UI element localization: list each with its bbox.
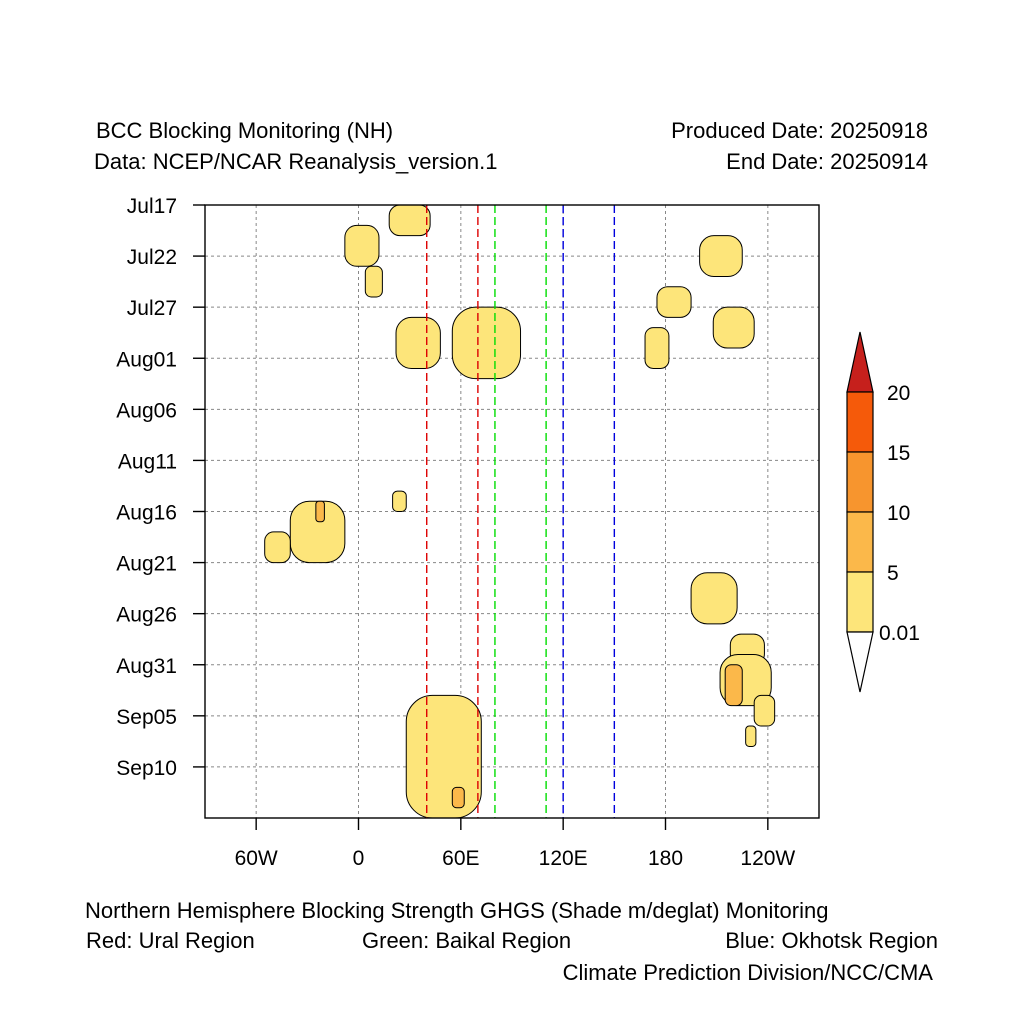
data-source-label: Data: NCEP/NCAR Reanalysis_version.1	[94, 149, 498, 174]
blocking-event	[405, 694, 482, 819]
blocking-event	[395, 316, 441, 369]
blocking-event	[344, 224, 380, 267]
colorbar-label: 5	[887, 562, 899, 585]
x-tick-label: 120E	[539, 847, 588, 870]
y-tick-label: Aug26	[116, 604, 177, 627]
colorbar: 0.01 5 10 15 20	[846, 331, 920, 693]
chart-title: BCC Blocking Monitoring (NH)	[96, 118, 394, 143]
x-tick-label: 180	[648, 847, 683, 870]
legend-red-region: Red: Ural Region	[86, 928, 255, 953]
blocking-event	[753, 694, 776, 727]
legend-green-region: Green: Baikal Region	[362, 928, 572, 953]
blocking-event	[745, 725, 757, 747]
colorbar-label: 10	[887, 502, 910, 525]
produced-date-label: Produced Date: 20250918	[671, 118, 928, 143]
blocking-event	[644, 327, 670, 369]
x-tick-label: 0	[353, 847, 365, 870]
colorbar-label: 0.01	[879, 622, 920, 645]
y-tick-label: Jul27	[127, 297, 177, 320]
blocking-event	[690, 572, 738, 625]
x-tick-label: 120W	[740, 847, 795, 870]
y-axis: Jul17 Jul22 Jul27 Aug01 Aug06 Aug11 Aug16 Aug21…	[116, 195, 205, 780]
colorbar-segment	[846, 391, 874, 453]
blocking-event	[364, 265, 383, 298]
y-tick-label: Jul17	[127, 195, 177, 218]
y-tick-label: Aug21	[116, 553, 177, 576]
y-tick-label: Jul22	[127, 246, 177, 269]
y-tick-label: Aug16	[116, 502, 177, 525]
legend-blue-region: Blue: Okhotsk Region	[725, 928, 938, 953]
y-tick-label: Aug01	[116, 348, 177, 371]
y-tick-label: Aug11	[118, 450, 177, 473]
blocking-event	[451, 786, 465, 809]
blocking-events	[264, 204, 776, 819]
blocking-event	[388, 204, 431, 237]
credit-label: Climate Prediction Division/NCC/CMA	[562, 960, 933, 985]
region-lines	[426, 205, 616, 818]
end-date-label: End Date: 20250914	[726, 149, 928, 174]
colorbar-bottom-arrow	[846, 631, 874, 693]
x-axis: 60W 0 60E 120E 180 120W	[235, 818, 795, 870]
blocking-event	[724, 664, 743, 707]
colorbar-label: 20	[887, 382, 910, 405]
blocking-event	[656, 286, 692, 318]
y-tick-label: Aug31	[116, 655, 177, 678]
colorbar-segment	[846, 451, 874, 513]
colorbar-top-arrow	[846, 331, 874, 393]
blocking-event	[712, 306, 755, 349]
colorbar-label: 15	[887, 442, 910, 465]
y-tick-label: Sep10	[116, 757, 177, 780]
blocking-event	[699, 235, 743, 278]
y-tick-label: Sep05	[116, 706, 177, 729]
blocking-event	[315, 500, 325, 523]
colorbar-segment	[846, 571, 874, 633]
x-tick-label: 60W	[235, 847, 278, 870]
footer-description: Northern Hemisphere Blocking Strength GH…	[85, 898, 829, 923]
colorbar-segment	[846, 511, 874, 573]
blocking-event	[392, 490, 407, 513]
blocking-event	[264, 531, 291, 564]
x-tick-label: 60E	[442, 847, 479, 870]
blocking-event	[451, 306, 522, 380]
y-tick-label: Aug06	[116, 399, 177, 422]
